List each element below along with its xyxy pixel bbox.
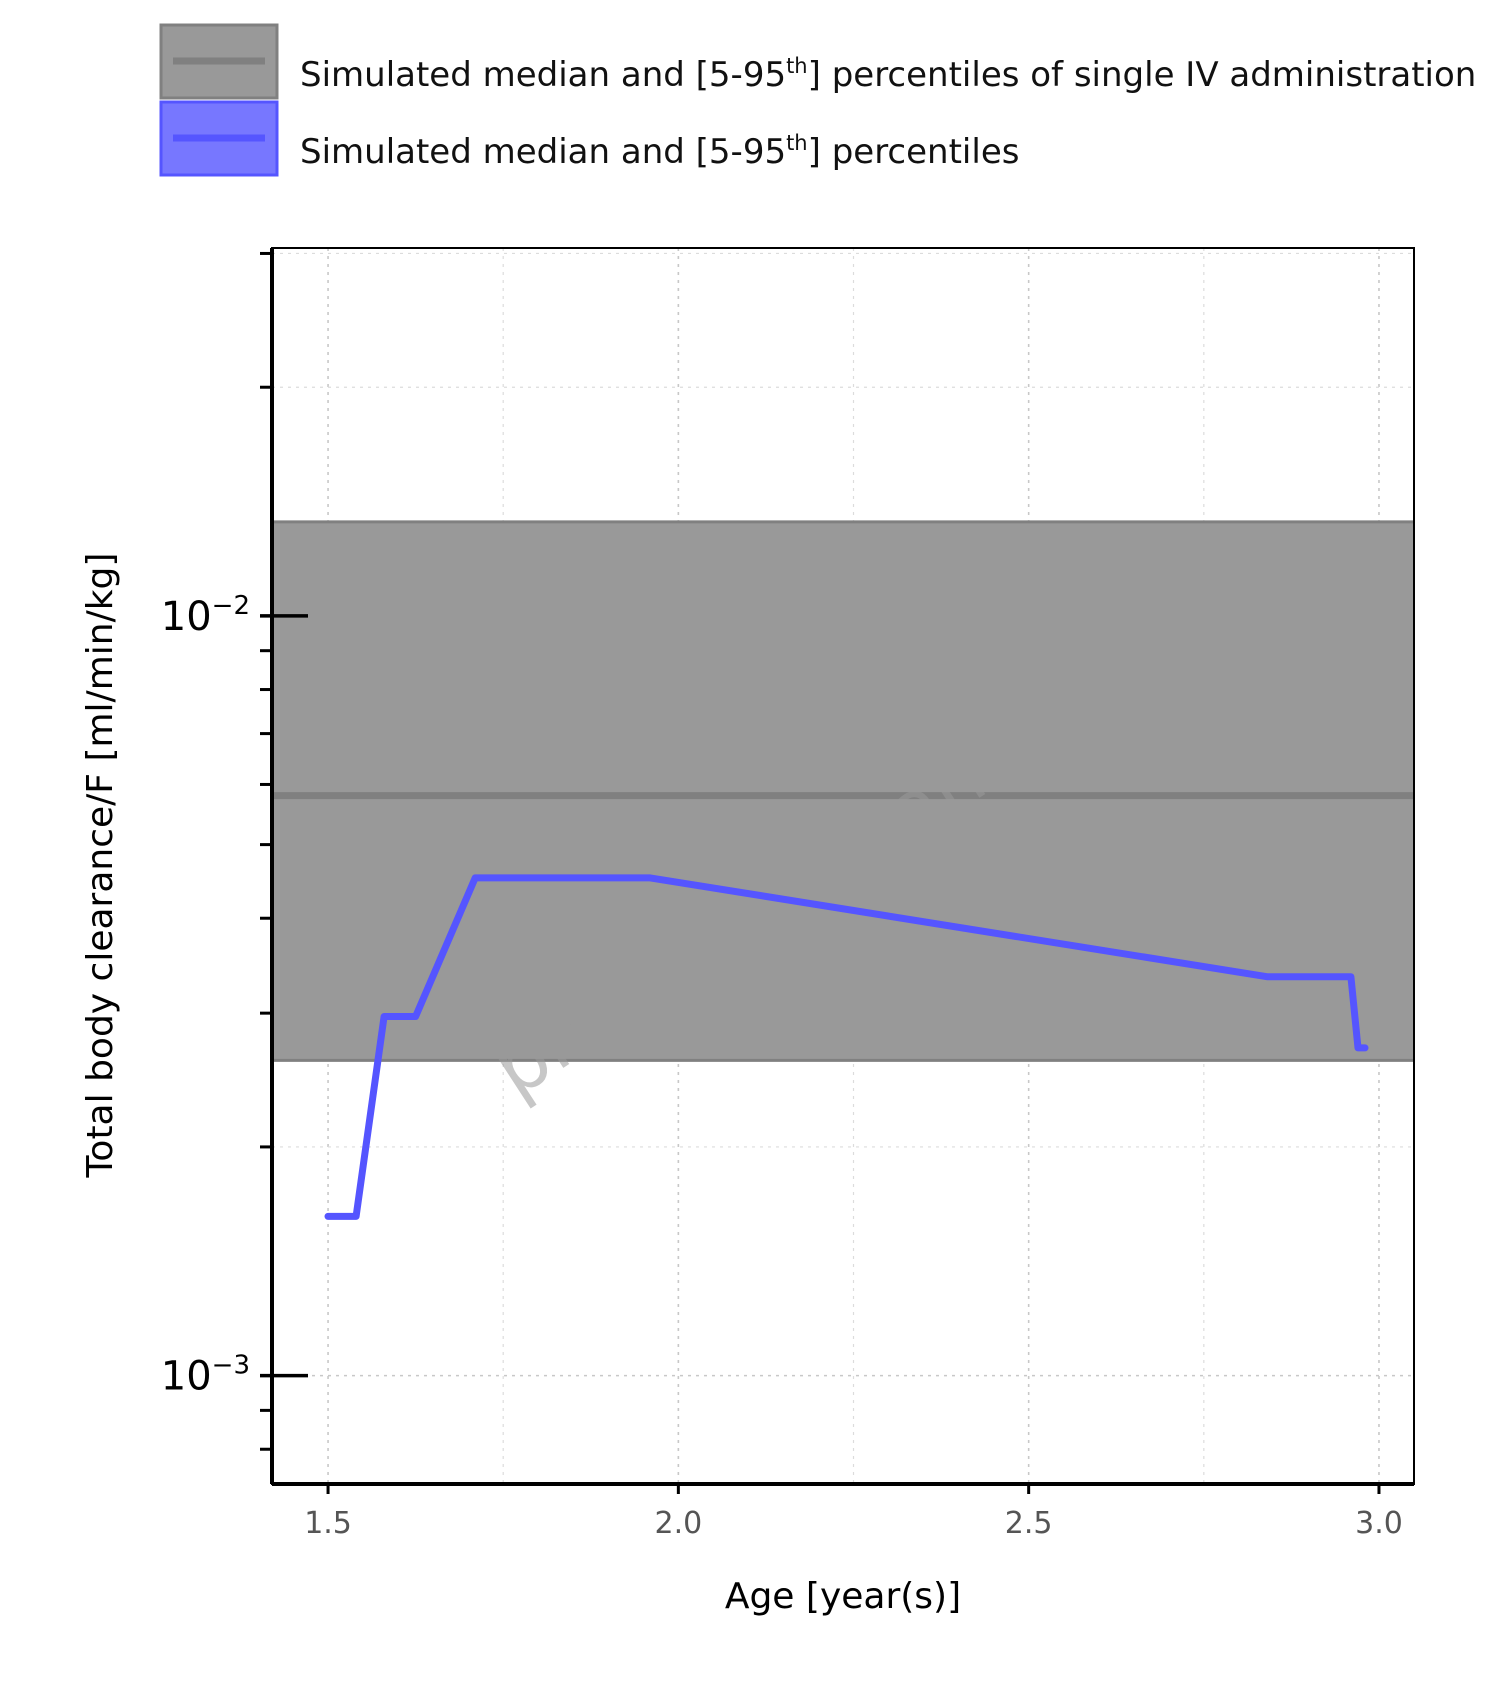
x-tick-label: 2.0: [654, 1506, 702, 1541]
y-tick-label: 10−3: [161, 1351, 250, 1400]
legend-item-iv: Simulated median and [5-95th] percentile…: [159, 23, 1476, 100]
simulated-median-line: [324, 874, 1369, 1220]
legend-label-iv: Simulated median and [5-95th] percentile…: [300, 54, 1476, 95]
y-axis-label: Total body clearance/F [ml/min/kg]: [80, 553, 121, 1179]
x-tick-label: 1.5: [304, 1506, 352, 1541]
sim-line-layer: [324, 874, 1369, 1220]
axis-ticks: 1.5 2.0 2.5 3.0 10−2 10−3: [161, 251, 1403, 1541]
legend-item-sim: Simulated median and [5-95th] percentile…: [159, 100, 1019, 177]
iv-band-layer: [272, 520, 1414, 1062]
x-axis-label: Age [year(s)]: [725, 1576, 961, 1617]
iv-percentile-band: [272, 521, 1414, 1061]
legend-label-sim: Simulated median and [5-95th] percentile…: [300, 131, 1019, 172]
x-tick-label: 2.5: [1005, 1506, 1053, 1541]
x-tick-label: 3.0: [1355, 1506, 1403, 1541]
plot-area: preliminary analysis 1.5 2.0 2.5 3.010−210−…: [161, 247, 1415, 1541]
legend: Simulated median and [5-95th] percentile…: [159, 23, 1476, 177]
y-tick-label: 10−2: [161, 591, 250, 640]
